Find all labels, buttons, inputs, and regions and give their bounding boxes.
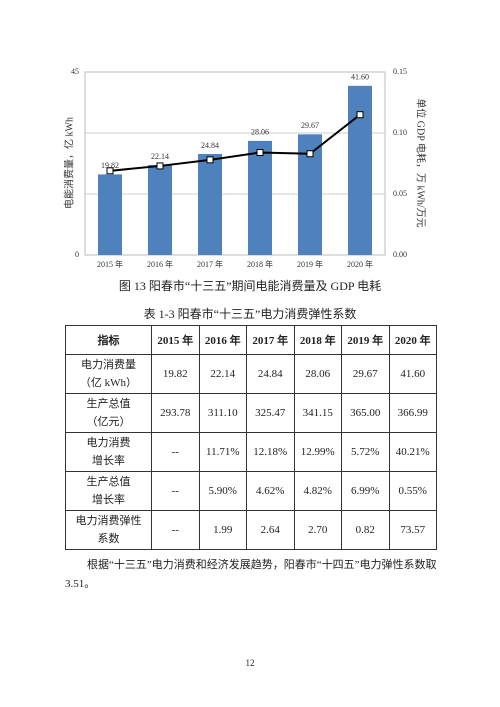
data-label: 41.60 <box>351 73 369 82</box>
row-label-line: 电力消费弹性 <box>75 515 142 527</box>
line-marker <box>256 149 264 157</box>
y-tick-label: 0 <box>75 250 79 259</box>
table-cell: 2.64 <box>246 510 295 550</box>
x-tick-label: 2015 年 <box>97 259 123 269</box>
row-label-cell: 生产总值 （亿元） <box>65 393 152 433</box>
header-cell: 2020 年 <box>388 325 437 355</box>
y-axis-label: 电能消费量，亿 kWh <box>62 117 75 209</box>
header-cell: 指标 <box>65 325 152 355</box>
table-cell: -- <box>151 432 200 472</box>
row-label-line: 电力消费量 <box>81 359 136 371</box>
table-cell: 73.57 <box>388 510 437 550</box>
table-cell: 29.67 <box>341 354 390 394</box>
header-cell: 2018 年 <box>293 325 342 355</box>
table-cell: 22.14 <box>198 354 247 394</box>
data-label: 28.06 <box>251 128 269 137</box>
row-label-line: （亿元） <box>86 416 131 428</box>
bar <box>198 153 222 255</box>
table-cell: 24.84 <box>246 354 295 394</box>
data-label: 24.84 <box>201 141 219 150</box>
table-title: 表 1-3 阳春市“十三五”电力消费弹性系数 <box>143 307 357 321</box>
row-label-line: 增长率 <box>92 455 125 467</box>
bar <box>98 174 122 255</box>
row-label-line: （亿 kWh） <box>79 377 138 389</box>
data-label: 19.82 <box>101 161 119 170</box>
table-cell: 0.55% <box>388 471 437 511</box>
table-cell: 293.78 <box>151 393 200 433</box>
paragraph: 根据“十三五”电力消费和经济发展趋势，阳春市“十四五”电力弹性系数取 3.51。 <box>65 559 437 590</box>
row-label-line: 系数 <box>97 533 120 545</box>
table-cell: 11.71% <box>198 432 247 472</box>
table-cell: 1.99 <box>198 510 247 550</box>
plot-frame <box>84 71 386 256</box>
y2-tick-label: 0.15 <box>393 67 407 76</box>
header-cell: 2015 年 <box>151 325 200 355</box>
table-cell: 2.70 <box>293 510 342 550</box>
y-tick-label: 45 <box>71 67 79 76</box>
table-row: 生产总值 （亿元） 293.78 311.10 325.47 341.15 365.00 36… <box>65 393 437 433</box>
data-label: 29.67 <box>301 121 319 130</box>
header-row: 指标 2015 年 2016 年 2017 年 2018 年 2019 年 2020 年 <box>65 325 437 355</box>
y2-tick-label: 0.05 <box>393 189 407 198</box>
row-label-cell: 电力消费量 （亿 kWh） <box>65 354 152 394</box>
table-cell: 365.00 <box>341 393 390 433</box>
x-tick-label: 2017 年 <box>197 259 223 269</box>
table-cell: 4.82% <box>293 471 342 511</box>
y2-tick-label: 0.00 <box>393 250 407 259</box>
table-cell: 341.15 <box>293 393 342 433</box>
table-cell: 12.18% <box>246 432 295 472</box>
x-tick-label: 2019 年 <box>297 259 323 269</box>
y2-tick-label: 0.10 <box>393 128 407 137</box>
table-row: 电力消费弹性 系数 -- 1.99 2.64 2.70 0.82 73.57 <box>65 510 437 550</box>
row-label-line: 生产总值 <box>86 476 131 488</box>
header-cell: 2016 年 <box>198 325 247 355</box>
table-cell: 19.82 <box>151 354 200 394</box>
table-cell: 6.99% <box>341 471 390 511</box>
table-cell: -- <box>151 471 200 511</box>
table-row: 生产总值 增长率 -- 5.90% 4.62% 4.82% 6.99% 0.55% <box>65 471 437 511</box>
table-cell: 366.99 <box>388 393 437 433</box>
bar <box>148 164 172 255</box>
row-label-cell: 电力消费 增长率 <box>65 432 152 472</box>
table-row: 电力消费 增长率 -- 11.71% 12.18% 12.99% 5.72% 40.21% <box>65 432 437 472</box>
figure-caption: 图 13 阳春市“十三五”期间电能消费量及 GDP 电耗 <box>118 279 382 293</box>
row-label-cell: 生产总值 增长率 <box>65 471 152 511</box>
table-cell: 28.06 <box>293 354 342 394</box>
row-label-line: 生产总值 <box>86 398 131 410</box>
table-cell: 40.21% <box>388 432 437 472</box>
line <box>109 113 361 172</box>
table-cell: 41.60 <box>388 354 437 394</box>
header-cell: 2017 年 <box>246 325 295 355</box>
y2-axis-label: 单位 GDP 电耗，万 kWh/万元 <box>415 98 428 227</box>
table-cell: 4.62% <box>246 471 295 511</box>
line-marker <box>106 167 114 175</box>
header-cell: 2019 年 <box>341 325 390 355</box>
table-cell: 5.90% <box>198 471 247 511</box>
table-cell: 5.72% <box>341 432 390 472</box>
line-marker <box>356 111 364 119</box>
chart: 电能消费量，亿 kWh 单位 GDP 电耗，万 kWh/万元 0.00 0.05 0… <box>62 67 428 269</box>
row-label-line: 电力消费 <box>86 437 131 449</box>
bar <box>248 140 272 255</box>
line-marker <box>306 150 314 158</box>
line-marker <box>206 156 214 164</box>
table-cell: 325.47 <box>246 393 295 433</box>
row-label-line: 增长率 <box>92 494 125 506</box>
table-cell: 12.99% <box>293 432 342 472</box>
table-cell: 311.10 <box>198 393 247 433</box>
row-label-cell: 电力消费弹性 系数 <box>65 510 152 550</box>
x-tick-label: 2018 年 <box>247 259 273 269</box>
x-tick-label: 2016 年 <box>147 259 173 269</box>
data-label: 22.14 <box>151 152 169 161</box>
table-row: 电力消费量 （亿 kWh） 19.82 22.14 24.84 28.06 29.67 41.… <box>65 354 437 394</box>
table-cell: -- <box>151 510 200 550</box>
x-tick-label: 2020 年 <box>347 259 373 269</box>
table-cell: 0.82 <box>341 510 390 550</box>
table: 指标 2015 年 2016 年 2017 年 2018 年 2019 年 2020 年电力… <box>65 325 437 550</box>
page-number: 12 <box>245 658 255 668</box>
line-marker <box>156 162 164 170</box>
